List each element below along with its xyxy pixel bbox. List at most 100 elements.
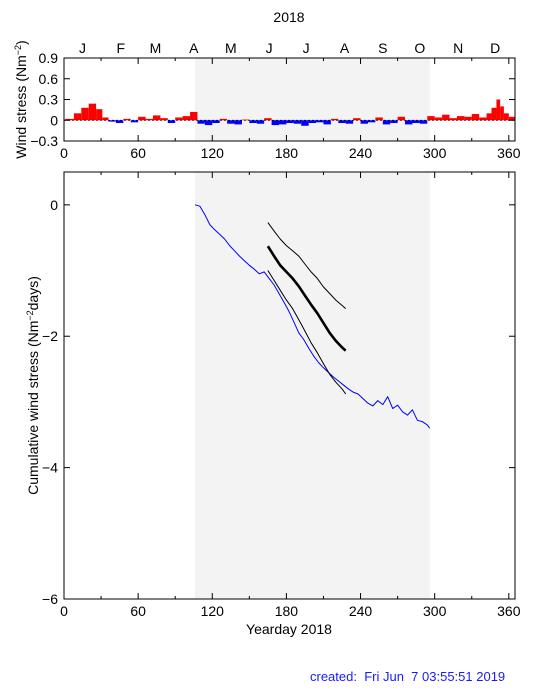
top-y-axis-label-sup: −2 <box>13 45 23 55</box>
wind-stress-bar <box>73 113 82 121</box>
wind-stress-bar <box>360 120 368 124</box>
wind-stress-bar <box>145 118 153 121</box>
top-y-axis-label: Wind stress (Nm−2) <box>13 40 29 158</box>
bottom-y-axis-label-end: days) <box>25 276 41 310</box>
top-xtick-label: 60 <box>130 145 146 161</box>
bottom-y-axis-label: Cumulative wind stress (Nm−2days) <box>25 276 41 495</box>
bottom-ytick-label: −2 <box>42 328 58 344</box>
top-xtick-label: 360 <box>497 145 521 161</box>
wind-stress-bar <box>160 118 168 121</box>
wind-stress-bar <box>345 120 354 124</box>
wind-stress-bar <box>397 116 406 121</box>
wind-stress-bar <box>412 120 420 124</box>
wind-stress-bar <box>278 120 287 125</box>
bottom-ytick-label: 0 <box>50 197 58 213</box>
wind-stress-bar <box>227 120 235 124</box>
wind-stress-bar <box>123 118 131 121</box>
wind-stress-bar <box>486 113 492 121</box>
wind-stress-bar <box>88 103 97 121</box>
wind-stress-bar <box>115 120 124 124</box>
series-line-black-thin-lower <box>267 270 347 395</box>
series-line-black-thin-upper <box>267 222 347 309</box>
wind-stress-bar <box>500 106 504 121</box>
wind-stress-bar <box>138 116 146 121</box>
wind-stress-bar <box>471 114 480 121</box>
top-ytick-label: 0.3 <box>39 92 59 108</box>
bottom-xtick-label: 60 <box>130 603 146 619</box>
top-xtick-label: 240 <box>349 145 373 161</box>
month-label: A <box>340 40 350 56</box>
top-xtick-label: 180 <box>275 145 299 161</box>
month-label: J <box>266 40 273 56</box>
cumulative-lines <box>194 204 431 429</box>
series-line-blue-thin <box>194 204 431 429</box>
wind-stress-bar <box>204 120 213 126</box>
top-ytick-label: −0.3 <box>30 133 58 149</box>
cumulative-panel: 0 60 120 180 240 300 360 0 −2 −4 −6 Cumulative win… <box>25 171 521 637</box>
wind-stress-bar <box>264 118 272 121</box>
month-label: M <box>225 40 237 56</box>
top-y-axis-label-end: ) <box>13 40 29 45</box>
wind-stress-bar <box>256 120 265 124</box>
bottom-y-axis-label-main: Cumulative wind stress (Nm <box>25 321 41 495</box>
bottom-xtick-label: 180 <box>275 603 299 619</box>
series-line-black-thick-mean <box>266 245 347 352</box>
top-shaded-period <box>194 58 430 141</box>
wind-stress-bar <box>308 120 317 124</box>
month-label: S <box>378 40 387 56</box>
wind-stress-bar <box>338 120 346 124</box>
bottom-ytick-label: −4 <box>42 460 58 476</box>
wind-stress-bar <box>496 99 501 121</box>
month-label: N <box>453 40 463 56</box>
wind-stress-bar <box>427 116 435 121</box>
month-label: D <box>490 40 500 56</box>
wind-stress-bar <box>271 120 279 126</box>
top-y-axis-label-main: Wind stress (Nm <box>13 55 29 158</box>
wind-stress-bar <box>197 120 205 124</box>
bottom-xtick-label: 360 <box>497 603 521 619</box>
wind-stress-bar <box>434 117 443 121</box>
created-time: Fri Jun 7 03:55:51 2019 <box>364 669 506 684</box>
wind-stress-bar <box>108 120 116 122</box>
wind-stress-bar <box>405 120 413 125</box>
wind-stress-bar <box>419 120 428 124</box>
top-xtick-label: 120 <box>201 145 225 161</box>
wind-stress-bar <box>219 118 228 121</box>
wind-stress-bar <box>367 120 376 123</box>
wind-stress-bar <box>508 116 515 121</box>
wind-stress-bar <box>503 113 509 121</box>
month-label: A <box>189 40 199 56</box>
bottom-xtick-label: 120 <box>201 603 225 619</box>
wind-stress-bar <box>286 120 294 124</box>
bottom-xtick-label: 240 <box>349 603 373 619</box>
wind-stress-bar <box>102 117 109 121</box>
month-label: M <box>150 40 162 56</box>
top-ytick-label: 0.9 <box>39 50 59 66</box>
wind-stress-bar <box>130 120 139 123</box>
month-label: J <box>79 40 86 56</box>
wind-stress-bar <box>382 120 391 125</box>
bottom-x-axis-label: Yearday 2018 <box>246 621 332 637</box>
wind-stress-bar <box>375 117 383 121</box>
wind-stress-bar <box>167 120 176 124</box>
top-ytick-label: 0 <box>50 112 58 128</box>
wind-stress-bar <box>323 120 331 125</box>
wind-stress-bar <box>330 118 339 121</box>
wind-stress-bar <box>449 118 457 121</box>
bottom-frame <box>63 171 516 600</box>
wind-stress-bar <box>293 120 302 124</box>
created-stamp: created: Fri Jun 7 03:55:51 2019 <box>310 669 505 684</box>
wind-stress-bar <box>65 118 74 121</box>
wind-stress-bar <box>491 107 497 121</box>
wind-stress-bar <box>81 107 89 121</box>
wind-stress-bar <box>301 120 309 126</box>
wind-stress-bar <box>249 120 257 124</box>
bottom-shaded-period <box>194 172 430 599</box>
wind-stress-bar <box>175 117 183 121</box>
created-label: created: <box>310 669 357 684</box>
wind-stress-bar <box>442 114 450 121</box>
wind-stress-bar <box>390 120 398 124</box>
